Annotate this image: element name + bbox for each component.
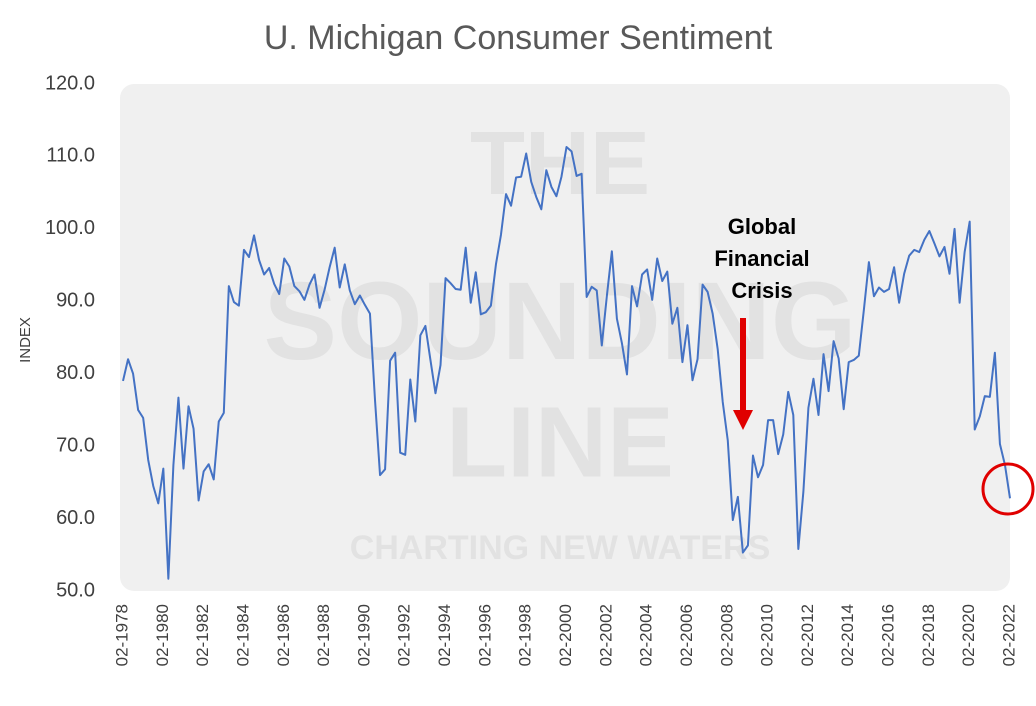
data-line: [122, 146, 1011, 580]
y-axis-title: INDEX: [17, 317, 34, 363]
y-tick-label: 70.0: [56, 434, 95, 456]
x-tick-label: 02-2014: [838, 604, 857, 666]
x-tick-label: 02-2002: [596, 604, 615, 666]
x-tick-label: 02-2020: [959, 604, 978, 666]
x-tick-label: 02-2006: [677, 604, 696, 666]
x-tick-label: 02-2022: [999, 604, 1018, 666]
x-tick-label: 02-2004: [637, 604, 656, 666]
y-tick-label: 90.0: [56, 290, 95, 312]
x-tick-label: 02-1978: [112, 604, 131, 666]
y-tick-label: 80.0: [56, 362, 95, 384]
chart-title: U. Michigan Consumer Sentiment: [264, 19, 773, 57]
watermark-text: THE: [470, 114, 650, 214]
watermark-text: CHARTING NEW WATERS: [350, 529, 771, 567]
x-tick-label: 02-1990: [354, 604, 373, 666]
arrow-head: [733, 410, 753, 430]
annotation-text: Global: [728, 214, 796, 239]
annotation-text: Financial: [714, 246, 809, 271]
watermark-text: LINE: [446, 386, 674, 498]
y-tick-label: 110.0: [46, 145, 95, 167]
x-tick-label: 02-2012: [798, 604, 817, 666]
y-tick-label: 60.0: [56, 507, 95, 529]
x-tick-label: 02-2016: [879, 604, 898, 666]
x-tick-label: 02-1992: [395, 604, 414, 666]
annotation: Global Financial Crisis: [714, 214, 809, 303]
x-tick-label: 02-2018: [919, 604, 938, 666]
x-tick-label: 02-1980: [153, 604, 172, 666]
x-tick-label: 02-1988: [314, 604, 333, 666]
y-tick-label: 120.0: [45, 72, 95, 94]
x-tick-label: 02-1982: [193, 604, 212, 666]
y-tick-label: 50.0: [56, 579, 95, 601]
watermark-text: SOUNDING: [264, 260, 857, 383]
x-tick-label: 02-1984: [233, 604, 252, 666]
x-tick-label: 02-1994: [435, 604, 454, 666]
plot-panel: [120, 84, 1010, 591]
x-tick-label: 02-1998: [516, 604, 535, 666]
watermark: THE SOUNDING LINE CHARTING NEW WATERS: [264, 114, 857, 567]
x-tick-label: 02-1986: [274, 604, 293, 666]
x-tick-label: 02-1996: [475, 604, 494, 666]
highlight-circle: [981, 462, 1035, 516]
x-tick-label: 02-2000: [556, 604, 575, 666]
x-tick-label: 02-2010: [758, 604, 777, 666]
annotation-text: Crisis: [731, 278, 792, 303]
y-tick-label: 100.0: [45, 217, 95, 239]
x-tick-label: 02-2008: [717, 604, 736, 666]
